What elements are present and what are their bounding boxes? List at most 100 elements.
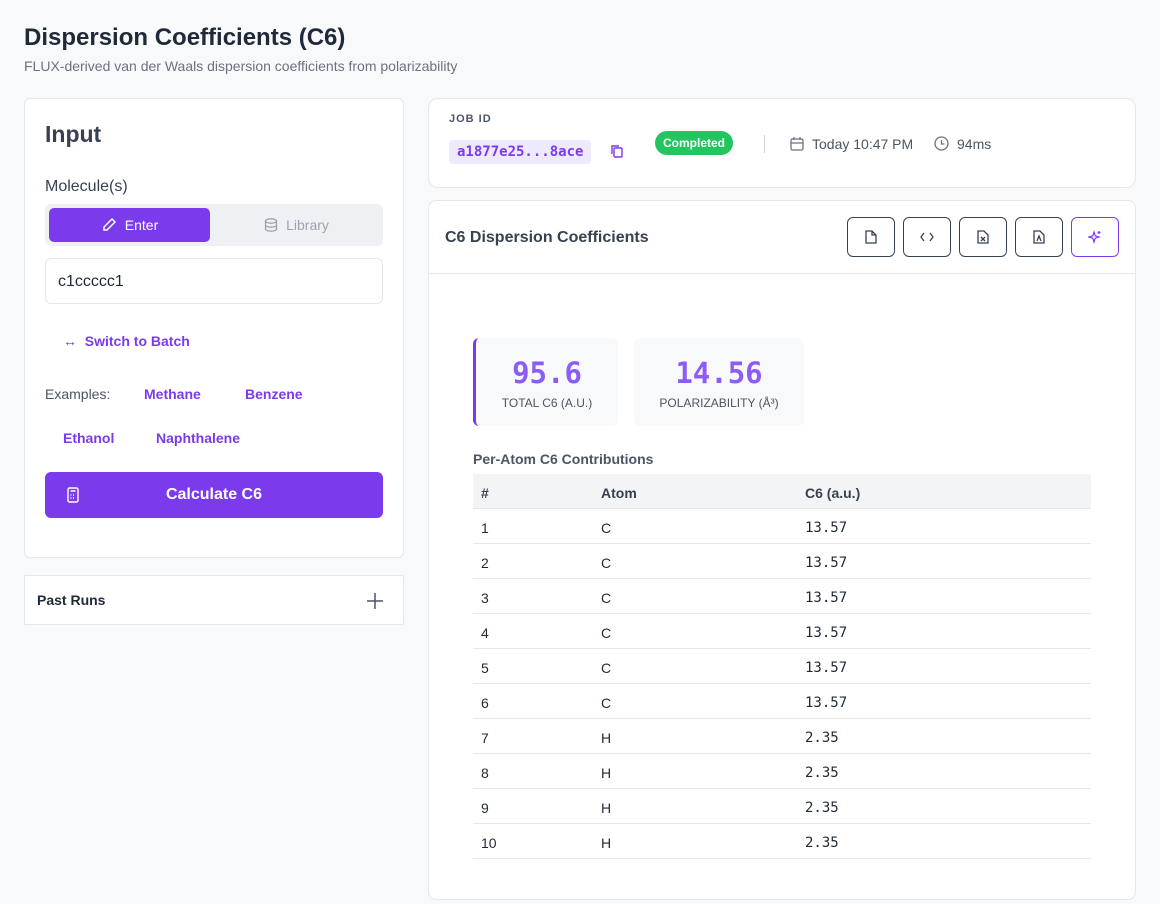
example-link[interactable]: Benzene	[245, 386, 303, 402]
table-cell: 2	[481, 555, 489, 571]
code-icon	[920, 232, 934, 242]
tab-label: Library	[286, 217, 329, 233]
table-cell: C	[601, 590, 612, 606]
table-cell: 2.35	[805, 730, 839, 746]
table-cell: H	[601, 765, 612, 781]
db-icon	[264, 218, 278, 232]
past-runs-label: Past Runs	[37, 592, 106, 608]
switch-label: Switch to Batch	[84, 333, 190, 349]
table-cell: C	[601, 555, 612, 571]
job-id: a1877e25...8ace	[449, 140, 592, 164]
example-link[interactable]: Methane	[144, 386, 201, 402]
table-cell: 8	[481, 765, 489, 781]
job-card: JOB ID a1877e25...8ace Completed Today 1…	[428, 98, 1136, 188]
example-link[interactable]: Naphthalene	[156, 430, 241, 446]
table-header: # Atom C6 (a.u.)	[473, 474, 1091, 509]
stat-box: 95.6 TOTAL C6 (A.U.)	[473, 338, 618, 426]
table-cell: C	[601, 660, 612, 676]
column-header: C6 (a.u.)	[805, 485, 861, 501]
table-cell: 13.57	[805, 520, 848, 536]
pdf-button[interactable]	[1015, 217, 1063, 257]
stat-label: TOTAL C6 (A.U.)	[501, 396, 593, 410]
table-row: 3 C 13.57	[473, 579, 1091, 614]
table-cell: H	[601, 835, 612, 851]
table-title: Per-Atom C6 Contributions	[473, 451, 654, 467]
table-row: 2 C 13.57	[473, 544, 1091, 579]
switch-batch[interactable]: ↔ Switch to Batch	[63, 333, 190, 349]
field-label: Molecule(s)	[45, 178, 128, 195]
table-cell: 13.57	[805, 660, 848, 676]
ai-button[interactable]	[1071, 217, 1119, 257]
job-duration: 94ms	[957, 136, 992, 152]
example-link[interactable]: Ethanol	[63, 430, 115, 446]
table-cell: 13.57	[805, 590, 848, 606]
table-cell: 5	[481, 660, 489, 676]
table-cell: 13.57	[805, 555, 848, 571]
card-title: Input	[45, 121, 102, 147]
stat-box: 14.56 POLARIZABILITY (Å³)	[634, 338, 804, 426]
stat-value: 14.56	[675, 356, 763, 390]
stat-label: POLARIZABILITY (Å³)	[659, 396, 779, 410]
status-badge: Completed	[655, 131, 734, 155]
job-time: Today 10:47 PM	[812, 136, 914, 152]
export-button[interactable]	[847, 217, 895, 257]
results-title: C6 Dispersion Coefficients	[445, 229, 649, 246]
divider	[764, 135, 765, 153]
table-row: 8 H 2.35	[473, 754, 1091, 789]
pdf-icon	[1033, 230, 1045, 244]
table-cell: 4	[481, 625, 489, 641]
table-row: 10 H 2.35	[473, 824, 1091, 859]
column-header: #	[481, 485, 489, 501]
file-icon	[865, 230, 877, 244]
table-cell: 9	[481, 800, 489, 816]
tabs: Enter Library	[45, 204, 383, 246]
table-cell: 7	[481, 730, 489, 746]
examples-label: Examples:	[45, 386, 111, 402]
table-row: 7 H 2.35	[473, 719, 1091, 754]
table-cell: 13.57	[805, 695, 848, 711]
results-header: C6 Dispersion Coefficients	[429, 201, 1135, 274]
stat-value: 95.6	[512, 356, 582, 390]
table-cell: C	[601, 625, 612, 641]
excel-button[interactable]	[959, 217, 1007, 257]
table-cell: 3	[481, 590, 489, 606]
table-cell: 6	[481, 695, 489, 711]
table-cell: 1	[481, 520, 489, 536]
table-row: 4 C 13.57	[473, 614, 1091, 649]
page-subtitle: FLUX-derived van der Waals dispersion co…	[24, 58, 458, 74]
table-cell: C	[601, 520, 612, 536]
table-cell: 10	[481, 835, 497, 851]
copy-icon[interactable]	[610, 144, 624, 159]
results-card: C6 Dispersion Coefficients 95.6 TOTAL C6…	[428, 200, 1136, 900]
sparkle-icon	[1088, 230, 1101, 244]
plus-icon	[367, 593, 383, 609]
code-button[interactable]	[903, 217, 951, 257]
tab-enter[interactable]: Enter	[49, 208, 210, 242]
tab-library[interactable]: Library	[214, 208, 379, 242]
button-label: Calculate C6	[165, 486, 263, 503]
smiles-input[interactable]: c1ccccc1	[45, 258, 383, 304]
past-runs[interactable]: Past Runs	[24, 575, 404, 625]
input-card: Input Molecule(s) Enter Library c1ccccc1…	[24, 98, 404, 558]
xls-icon	[977, 230, 989, 244]
table-cell: C	[601, 695, 612, 711]
table-row: 9 H 2.35	[473, 789, 1091, 824]
table-cell: 2.35	[805, 800, 839, 816]
c6-table: # Atom C6 (a.u.) 1 C 13.57 2 C 13.57 3 C 13.57 4 C…	[473, 474, 1091, 904]
page: Dispersion Coefficients (C6) FLUX-derive…	[24, 24, 1136, 900]
calculate-button[interactable]: Calculate C6	[45, 472, 383, 518]
clock-icon	[934, 136, 949, 151]
table-row: 6 C 13.57	[473, 684, 1091, 719]
page-title: Dispersion Coefficients (C6)	[24, 24, 346, 51]
pencil-icon	[103, 217, 116, 231]
column-header: Atom	[601, 485, 637, 501]
tab-label: Enter	[124, 217, 159, 233]
table-row: 1 C 13.57	[473, 509, 1091, 544]
calendar-icon	[790, 137, 804, 151]
table-cell: 2.35	[805, 835, 839, 851]
table-row: 5 C 13.57	[473, 649, 1091, 684]
calc-icon	[67, 487, 79, 503]
job-label: JOB ID	[449, 113, 492, 125]
table-cell: 13.57	[805, 625, 848, 641]
table-cell: H	[601, 800, 612, 816]
